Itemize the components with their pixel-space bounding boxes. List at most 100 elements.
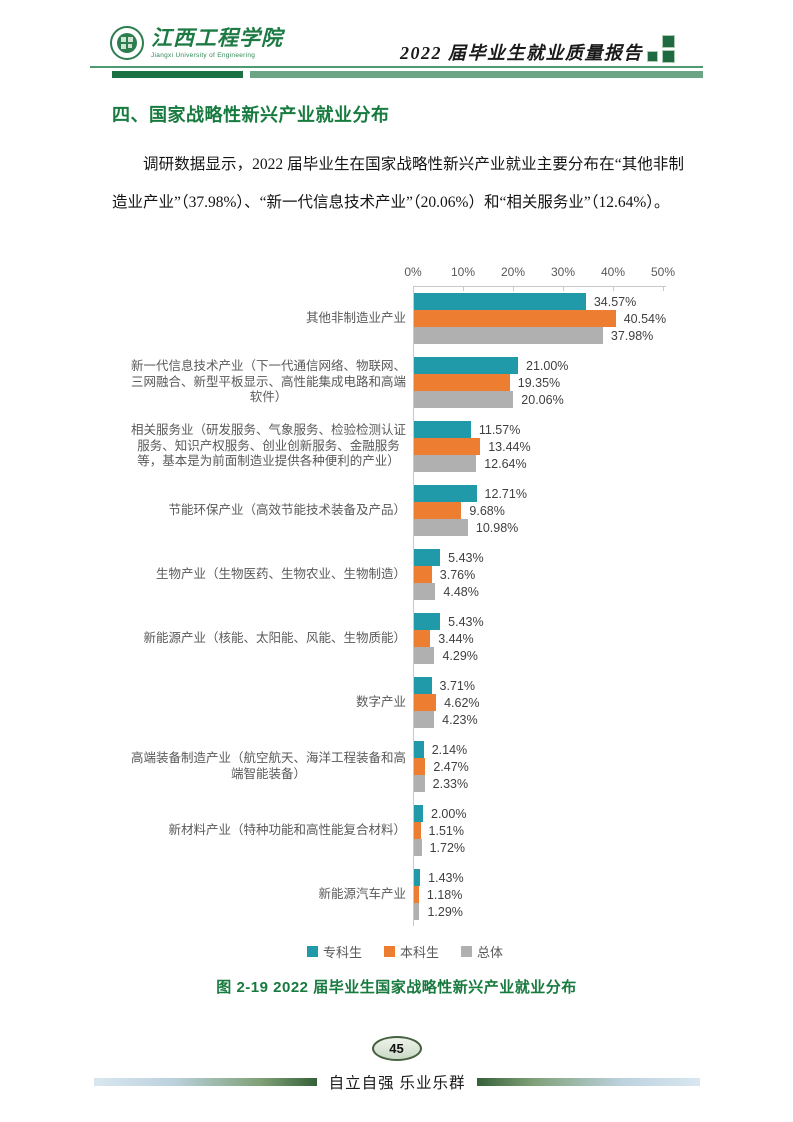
bar-专科生 (413, 421, 471, 438)
bar-line: 2.00% (413, 805, 679, 822)
category-bars: 2.14% 2.47% 2.33% (413, 741, 679, 792)
chart-category-row: 新材料产业（特种功能和高性能复合材料） 2.00% 1.51% 1.72% (131, 805, 679, 856)
category-label-cell: 新能源汽车产业 (131, 887, 413, 903)
bar-line: 12.71% (413, 485, 679, 502)
bar-总体 (413, 903, 420, 920)
bar-value-label: 19.35% (517, 375, 561, 390)
bar-value-label: 5.43% (448, 550, 484, 565)
chart-category-row: 数字产业 3.71% 4.62% 4.23% (131, 677, 679, 728)
legend-item-本科生: 本科生 (383, 942, 439, 961)
chart-category-row: 新能源产业（核能、太阳能、风能、生物质能） 5.43% 3.44% 4.29% (131, 613, 679, 664)
legend-item-总体: 总体 (461, 942, 503, 961)
category-label-cell: 生物产业（生物医药、生物农业、生物制造） (131, 567, 413, 583)
category-label-cell: 其他非制造业产业 (131, 311, 413, 327)
seal-emblem-icon (117, 33, 137, 53)
bar-line: 34.57% (413, 293, 679, 310)
square-icon (662, 50, 675, 63)
bar-专科生 (413, 741, 424, 758)
bar-line: 3.44% (413, 630, 679, 647)
bar-本科生 (413, 310, 616, 327)
square-icon (662, 35, 675, 48)
bar-line: 5.43% (413, 613, 679, 630)
report-title: 2022 届毕业生就业质量报告 (400, 43, 643, 63)
x-axis-line (413, 286, 666, 291)
bar-line: 9.68% (413, 502, 679, 519)
bar-value-label: 1.43% (428, 870, 464, 885)
footer-gradient-left (94, 1078, 317, 1086)
category-label: 生物产业（生物医药、生物农业、生物制造） (155, 566, 406, 581)
category-label: 高端装备制造产业（航空航天、海洋工程装备和高端智能装备） (131, 750, 407, 781)
category-bars: 2.00% 1.51% 1.72% (413, 805, 679, 856)
legend-label: 专科生 (322, 945, 362, 960)
bar-value-label: 3.44% (438, 631, 474, 646)
bar-本科生 (413, 630, 431, 647)
chart-category-row: 新一代信息技术产业（下一代通信网络、物联网、三网融合、新型平板显示、高性能集成电… (131, 357, 679, 408)
category-label: 新能源汽车产业 (318, 886, 406, 901)
y-axis-line (413, 286, 414, 926)
bar-本科生 (413, 566, 432, 583)
bar-line: 12.64% (413, 455, 679, 472)
chart-rows: 其他非制造业产业 34.57% 40.54% 37.98% 新一代信息技术产业（下一代通… (131, 286, 679, 926)
bar-专科生 (413, 549, 441, 566)
bar-line: 11.57% (413, 421, 679, 438)
x-axis-tick-label: 20% (500, 265, 526, 279)
legend-label: 总体 (477, 945, 504, 960)
bar-本科生 (413, 886, 419, 903)
bar-本科生 (413, 694, 437, 711)
chart-category-row: 高端装备制造产业（航空航天、海洋工程装备和高端智能装备） 2.14% 2.47% 2.… (131, 741, 679, 792)
bar-本科生 (413, 438, 481, 455)
bar-总体 (413, 839, 422, 856)
x-axis-tick-label: 0% (404, 265, 422, 279)
bar-line: 1.51% (413, 822, 679, 839)
bar-专科生 (413, 485, 477, 502)
legend-swatch-icon (383, 946, 395, 957)
bar-line: 5.43% (413, 549, 679, 566)
bar-本科生 (413, 374, 510, 391)
bar-value-label: 1.72% (429, 840, 466, 855)
category-label-cell: 相关服务业（研发服务、气象服务、检验检测认证服务、知识产权服务、创业创新服务、金… (131, 423, 413, 470)
category-label: 新一代信息技术产业（下一代通信网络、物联网、三网融合、新型平板显示、高性能集成电… (131, 359, 407, 405)
bar-value-label: 1.51% (428, 823, 464, 838)
bar-line: 20.06% (413, 391, 679, 408)
bar-value-label: 20.06% (521, 392, 564, 407)
chart-legend: 专科生 本科生 总体 (131, 942, 679, 961)
category-bars: 5.43% 3.76% 4.48% (413, 549, 679, 600)
footer-gradient-right (477, 1078, 701, 1086)
chart-plot-area: 其他非制造业产业 34.57% 40.54% 37.98% 新一代信息技术产业（下一代通… (131, 286, 679, 926)
bar-line: 4.48% (413, 583, 679, 600)
bar-line: 1.72% (413, 839, 679, 856)
category-bars: 21.00% 19.35% 20.06% (413, 357, 679, 408)
bar-value-label: 37.98% (610, 328, 654, 343)
category-bars: 12.71% 9.68% 10.98% (413, 485, 679, 536)
bar-本科生 (413, 758, 426, 775)
bar-总体 (413, 519, 468, 536)
bar-line: 37.98% (413, 327, 679, 344)
x-axis-tick-label: 40% (600, 265, 626, 279)
bar-本科生 (413, 822, 421, 839)
bar-总体 (413, 583, 436, 600)
bar-本科生 (413, 502, 462, 519)
category-label-cell: 数字产业 (131, 695, 413, 711)
page-number-badge: 45 (371, 1036, 422, 1061)
bar-专科生 (413, 677, 432, 694)
bar-line: 2.14% (413, 741, 679, 758)
bar-line: 4.29% (413, 647, 679, 664)
bar-value-label: 10.98% (475, 520, 519, 535)
bar-line: 2.47% (413, 758, 679, 775)
category-bars: 1.43% 1.18% 1.29% (413, 869, 679, 920)
category-label-cell: 新材料产业（特种功能和高性能复合材料） (131, 823, 413, 839)
bar-value-label: 12.64% (484, 456, 527, 471)
bar-line: 3.71% (413, 677, 679, 694)
bar-value-label: 21.00% (526, 358, 569, 373)
category-bars: 5.43% 3.44% 4.29% (413, 613, 679, 664)
corner-squares-decoration (646, 35, 678, 66)
body-paragraph: 调研数据显示，2022 届毕业生在国家战略性新兴产业就业主要分布在“其他非制造业… (112, 156, 684, 211)
bar-专科生 (413, 805, 423, 822)
header-bar-sage (250, 71, 703, 78)
bar-line: 10.98% (413, 519, 679, 536)
bar-value-label: 4.23% (442, 712, 478, 727)
bar-总体 (413, 391, 514, 408)
x-axis-tick (563, 286, 564, 291)
bar-line: 13.44% (413, 438, 679, 455)
